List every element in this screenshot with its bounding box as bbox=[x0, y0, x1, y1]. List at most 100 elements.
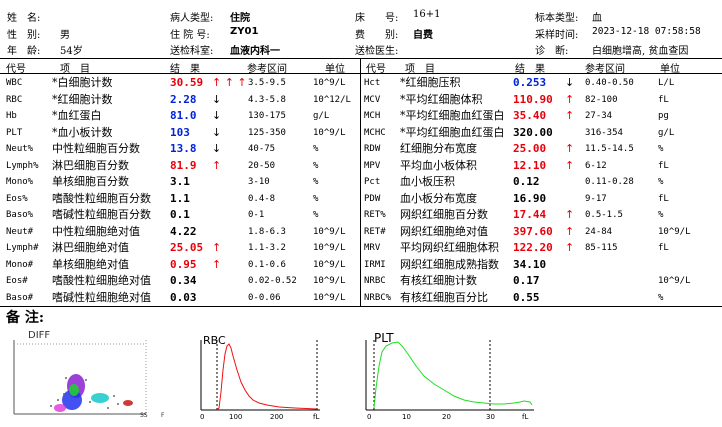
row-unit: % bbox=[313, 193, 319, 204]
row-unit: % bbox=[658, 210, 664, 220]
row-code: PDW bbox=[364, 193, 381, 204]
row-ref: 27-34 bbox=[585, 111, 613, 121]
row-unit: % bbox=[658, 177, 664, 187]
row-name: *血红蛋白 bbox=[52, 109, 102, 122]
diff-clusters bbox=[50, 374, 133, 412]
row-ref: 0-1 bbox=[248, 210, 265, 220]
bed-value: 16+1 bbox=[413, 9, 441, 20]
rbc-curve bbox=[216, 343, 318, 411]
row-result: 25.05 bbox=[170, 241, 204, 254]
header-result: 结 果 bbox=[170, 64, 200, 75]
row-flag: ↑ bbox=[212, 241, 222, 254]
table-row: RBC *红细胞计数 2.28 ↓ 4.3-5.8 10^12/L bbox=[0, 92, 722, 108]
rbc-tick-fl: fL bbox=[313, 413, 319, 421]
row-code: Mono# bbox=[6, 259, 34, 270]
row-code: Hb bbox=[6, 111, 17, 121]
row-name: 血小板分布宽度 bbox=[400, 191, 477, 205]
table-row: PLT *血小板计数 103 ↓ 125-350 10^9/L bbox=[0, 125, 722, 141]
row-ref: 0.4-8 bbox=[248, 193, 276, 204]
table-row: Baso% 嗜碱性粒细胞百分数 0.1 0-1% bbox=[0, 207, 722, 223]
row-result: 0.1 bbox=[170, 208, 190, 221]
row-unit: fL bbox=[658, 160, 669, 171]
table-top-rule bbox=[0, 58, 722, 59]
row-result: 13.8 bbox=[170, 142, 197, 155]
row-unit: 10^9/L bbox=[313, 78, 346, 88]
row-ref: 0.02-0.52 bbox=[248, 276, 297, 286]
header-ref: 参考区间 bbox=[585, 64, 625, 75]
row-code: MCV bbox=[364, 94, 381, 105]
dept-value: 血液内科一 bbox=[230, 46, 280, 57]
age-value: 54岁 bbox=[60, 46, 83, 57]
row-ref: 0.5-1.5 bbox=[585, 210, 623, 220]
header-unit: 单位 bbox=[660, 64, 680, 75]
row-result: 4.22 bbox=[170, 224, 197, 238]
header-item: 项 目 bbox=[405, 64, 435, 75]
bed-label: 床 号: bbox=[355, 13, 399, 24]
header-code: 代号 bbox=[366, 64, 386, 75]
row-unit: 10^12/L bbox=[313, 94, 351, 105]
row-result: 122.20 bbox=[513, 241, 553, 254]
row-code: Baso% bbox=[6, 210, 34, 220]
row-ref: 0.11-0.28 bbox=[585, 177, 634, 187]
diff-scatter-svg: DIFF SS F bbox=[13, 330, 165, 419]
row-name: *平均红细胞血红蛋白 bbox=[400, 109, 505, 122]
row-code: Neut# bbox=[6, 226, 34, 237]
row-name: 有核红细胞计数 bbox=[400, 274, 477, 287]
row-name: *白细胞计数 bbox=[52, 76, 113, 89]
row-name: 中性粒细胞绝对值 bbox=[52, 224, 140, 238]
age-label: 年 龄: bbox=[7, 46, 41, 57]
table-row: Pct 血小板压积 0.12 0.11-0.28% bbox=[0, 174, 722, 190]
row-code: MRV bbox=[364, 243, 381, 253]
row-ref: 11.5-14.5 bbox=[585, 144, 634, 154]
table-header-rule bbox=[0, 73, 722, 74]
row-result: 0.17 bbox=[513, 274, 540, 287]
name-label: 姓 名: bbox=[7, 13, 41, 24]
table-row: Eos# 嗜酸性粒细胞绝对值 0.34 0.02-0.52 10^9/L bbox=[0, 273, 722, 289]
row-name: 网织红细胞百分数 bbox=[400, 208, 488, 221]
plt-tick-30: 30 bbox=[486, 413, 495, 421]
row-ref: 316-354 bbox=[585, 127, 623, 138]
row-unit: g/L bbox=[658, 127, 675, 138]
row-code: PLT bbox=[6, 127, 23, 138]
row-code: Pct bbox=[364, 177, 381, 187]
row-ref: 130-175 bbox=[248, 111, 286, 121]
row-unit: 10^9/L bbox=[313, 226, 346, 237]
header-ref: 参考区间 bbox=[247, 64, 287, 75]
table-row: Hb *血红蛋白 81.0 ↓ 130-175 g/L bbox=[0, 108, 722, 124]
row-code: MCHC bbox=[364, 127, 386, 138]
row-result: 397.60 bbox=[513, 224, 553, 238]
row-name: 网织红细胞绝对值 bbox=[400, 224, 488, 238]
row-ref: 0-0.06 bbox=[248, 292, 281, 303]
row-code: NRBC% bbox=[364, 292, 392, 303]
diff-title: DIFF bbox=[28, 330, 50, 341]
row-unit: fL bbox=[658, 193, 669, 204]
row-name: *红细胞压积 bbox=[400, 76, 461, 89]
row-flag: ↑ bbox=[565, 92, 575, 106]
table-row: MPV 平均血小板体积 12.10 ↑ 6-12 fL bbox=[0, 158, 722, 174]
row-unit: 10^9/L bbox=[658, 276, 691, 286]
table-row: Lymph% 淋巴细胞百分数 81.9 ↑ 20-50% bbox=[0, 158, 722, 174]
row-ref: 3.5-9.5 bbox=[248, 78, 286, 88]
row-unit: fL bbox=[658, 94, 669, 105]
row-result: 3.1 bbox=[170, 175, 190, 188]
diff-axis-label: SS bbox=[140, 412, 148, 419]
row-name: 嗜碱性粒细胞绝对值 bbox=[52, 290, 151, 304]
row-flag: ↓ bbox=[212, 142, 222, 155]
row-code: Eos% bbox=[6, 193, 28, 204]
row-flag: ↑ bbox=[212, 257, 222, 271]
row-result: 12.10 bbox=[513, 158, 547, 172]
rbc-title: RBC bbox=[203, 334, 226, 347]
row-unit: g/L bbox=[313, 111, 330, 121]
plt-tick-20: 20 bbox=[442, 413, 451, 421]
row-unit: L/L bbox=[658, 78, 675, 88]
row-name: *平均红细胞血红蛋白 bbox=[400, 125, 505, 139]
row-result: 2.28 bbox=[170, 92, 197, 106]
row-code: RBC bbox=[6, 94, 23, 105]
row-flag: ↑ bbox=[565, 224, 575, 238]
plt-tick-10: 10 bbox=[402, 413, 411, 421]
inpatient-no-label: 住 院 号: bbox=[170, 30, 210, 41]
row-name: 嗜酸性粒细胞绝对值 bbox=[52, 274, 151, 287]
row-unit: fL bbox=[658, 243, 669, 253]
row-flag: ↑ bbox=[565, 208, 575, 221]
row-ref: 9-17 bbox=[585, 193, 607, 204]
